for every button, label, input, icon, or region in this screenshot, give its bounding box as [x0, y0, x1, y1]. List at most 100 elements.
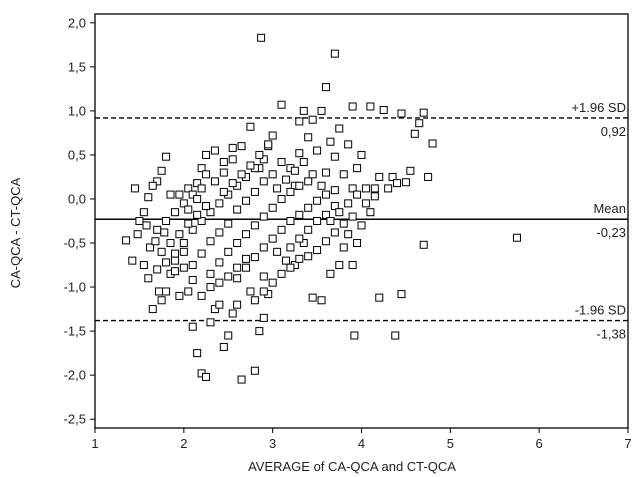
data-point [139, 208, 148, 217]
data-point [330, 202, 339, 211]
data-point [339, 243, 348, 252]
y-tick-label: 0,0 [68, 191, 86, 206]
data-point [130, 184, 139, 193]
data-point [246, 287, 255, 296]
data-point [348, 184, 357, 193]
data-point [348, 261, 357, 270]
data-point [122, 236, 131, 245]
data-point [188, 225, 197, 234]
data-point [370, 184, 379, 193]
x-tick-label: 1 [91, 436, 98, 451]
data-point [175, 230, 184, 239]
data-point [313, 196, 322, 205]
data-point [330, 186, 339, 195]
data-point [215, 228, 224, 237]
y-tick-label: -1,5 [64, 324, 86, 339]
data-point [317, 181, 326, 190]
data-point [197, 291, 206, 300]
data-point [259, 313, 268, 322]
plot-border [94, 13, 629, 429]
data-point [157, 166, 166, 175]
data-point [162, 152, 171, 161]
data-point [384, 184, 393, 193]
data-point [268, 203, 277, 212]
data-point [304, 133, 313, 142]
data-point [202, 372, 211, 381]
data-point [313, 146, 322, 155]
data-point [286, 187, 295, 196]
data-point [512, 233, 521, 242]
data-point [206, 237, 215, 246]
data-point [255, 327, 264, 336]
data-point [166, 190, 175, 199]
data-point [250, 187, 259, 196]
data-point [233, 274, 242, 283]
x-tick-label: 5 [447, 436, 454, 451]
data-point [237, 170, 246, 179]
data-point [162, 287, 171, 296]
data-point [233, 239, 242, 248]
x-axis-ticks: 1 2 3 4 5 6 7 [91, 428, 632, 451]
x-tick-label: 3 [269, 436, 276, 451]
data-point [357, 221, 366, 230]
data-point [321, 83, 330, 92]
reference-line-value-0: 0,92 [601, 124, 626, 139]
data-point [210, 177, 219, 186]
data-point [308, 115, 317, 124]
data-point [139, 261, 148, 270]
data-point [219, 157, 228, 166]
data-point [162, 258, 171, 267]
reference-line-labels: +1.96 SD 0,92 Mean -0,23 -1.96 SD -1,38 [571, 100, 626, 342]
data-point [357, 150, 366, 159]
data-point [379, 106, 388, 115]
y-tick-label: -0,5 [64, 236, 86, 251]
data-point [353, 239, 362, 248]
data-point [348, 212, 357, 221]
data-point [299, 106, 308, 115]
data-point [321, 237, 330, 246]
reference-lines [95, 117, 628, 322]
data-point [268, 234, 277, 243]
data-point [206, 318, 215, 327]
data-point [219, 187, 228, 196]
reference-line-value-1: -0,23 [596, 225, 626, 240]
x-tick-label: 2 [180, 436, 187, 451]
data-point [215, 278, 224, 287]
data-point [133, 230, 142, 239]
data-point [179, 199, 188, 208]
data-point [166, 239, 175, 248]
data-point [277, 269, 286, 278]
data-point [233, 300, 242, 309]
data-point [210, 305, 219, 314]
data-point [193, 210, 202, 219]
data-point [330, 152, 339, 161]
data-point [224, 331, 233, 340]
data-point [295, 254, 304, 263]
data-point [321, 210, 330, 219]
data-point [350, 331, 359, 340]
data-point [330, 228, 339, 237]
y-tick-label: 2,0 [68, 15, 86, 30]
data-point [290, 166, 299, 175]
data-point [233, 263, 242, 272]
data-point [197, 249, 206, 258]
data-point [259, 287, 268, 296]
data-point [202, 150, 211, 159]
data-point [250, 296, 259, 305]
data-point [304, 252, 313, 261]
data-point [210, 146, 219, 155]
data-point [419, 240, 428, 249]
data-point [299, 239, 308, 248]
data-point [144, 193, 153, 202]
data-point [154, 287, 163, 296]
data-point [295, 181, 304, 190]
data-point [326, 217, 335, 225]
reference-line-label-1: Mean [593, 201, 626, 216]
data-point [406, 166, 415, 175]
data-point [197, 184, 206, 193]
data-point [193, 349, 202, 358]
data-point [188, 190, 197, 199]
data-point [215, 300, 224, 309]
data-point [170, 208, 179, 217]
